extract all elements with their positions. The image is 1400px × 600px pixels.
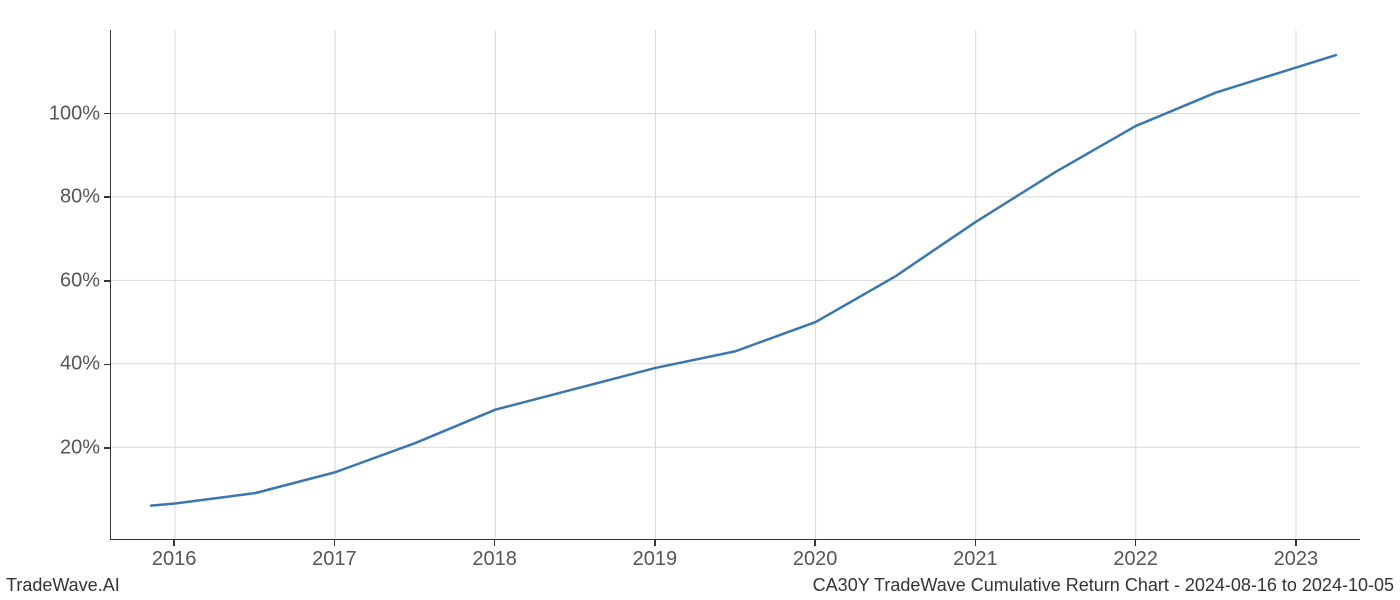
x-tick-label: 2019 (633, 548, 678, 571)
x-tick-mark (334, 540, 336, 546)
y-tick-label: 20% (20, 437, 100, 460)
x-tick-label: 2021 (953, 548, 998, 571)
x-tick-label: 2022 (1113, 548, 1158, 571)
footer-left-text: TradeWave.AI (6, 575, 120, 596)
x-tick-label: 2017 (312, 548, 357, 571)
x-tick-mark (173, 540, 175, 546)
x-tick-mark (1135, 540, 1137, 546)
plot-area (110, 30, 1360, 540)
y-tick-mark (104, 113, 110, 115)
footer: TradeWave.AI CA30Y TradeWave Cumulative … (0, 575, 1400, 596)
footer-right-text: CA30Y TradeWave Cumulative Return Chart … (813, 575, 1394, 596)
x-tick-label: 2018 (472, 548, 517, 571)
x-tick-mark (975, 540, 977, 546)
y-tick-mark (104, 196, 110, 198)
y-tick-label: 80% (20, 186, 100, 209)
line-chart-svg (111, 30, 1360, 539)
y-tick-mark (104, 364, 110, 366)
y-tick-mark (104, 280, 110, 282)
y-tick-label: 60% (20, 269, 100, 292)
y-tick-label: 40% (20, 353, 100, 376)
y-tick-mark (104, 447, 110, 449)
x-tick-label: 2023 (1274, 548, 1319, 571)
x-tick-mark (494, 540, 496, 546)
x-tick-mark (814, 540, 816, 546)
chart-container (110, 30, 1360, 540)
x-tick-mark (654, 540, 656, 546)
x-tick-label: 2020 (793, 548, 838, 571)
y-tick-label: 100% (20, 102, 100, 125)
x-tick-label: 2016 (152, 548, 197, 571)
x-tick-mark (1295, 540, 1297, 546)
